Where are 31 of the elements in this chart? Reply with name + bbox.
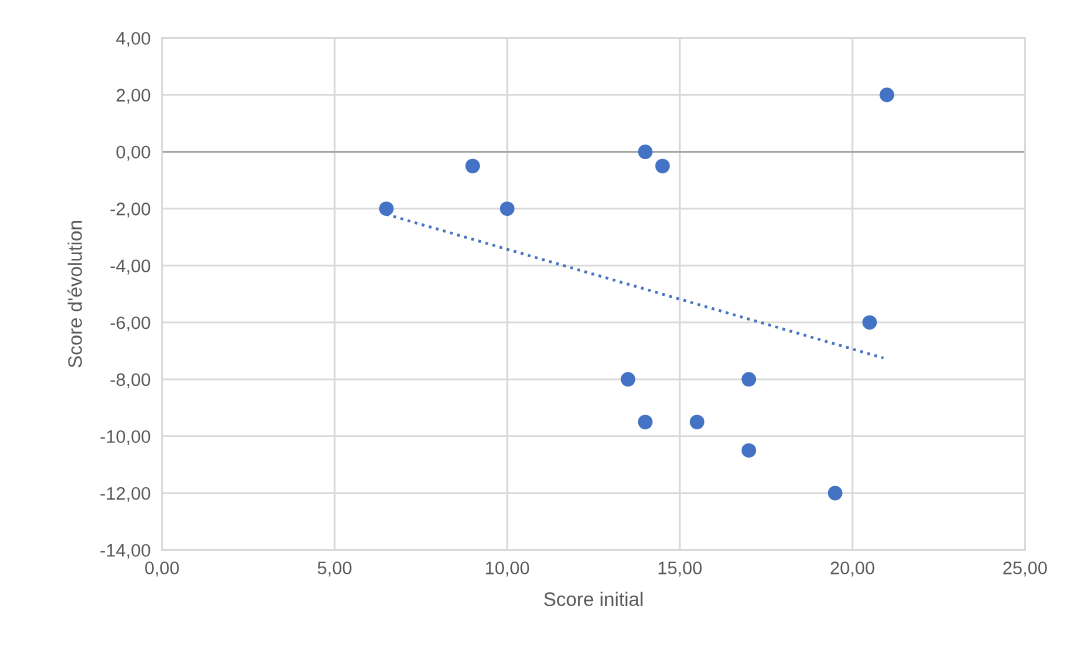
x-tick-label: 20,00 [830, 561, 875, 577]
point [879, 87, 895, 103]
y-tick-label: -8,00 [110, 373, 151, 389]
point [862, 315, 877, 330]
point [499, 201, 515, 216]
y-tick-label: -14,00 [100, 543, 151, 559]
point [741, 372, 757, 387]
y-tick-label: 2,00 [116, 88, 151, 104]
x-tick-label: 5,00 [317, 561, 352, 577]
point [465, 158, 480, 174]
point [689, 414, 705, 430]
y-tick-label: 4,00 [116, 31, 151, 47]
point [638, 414, 653, 430]
y-tick-label: -10,00 [100, 430, 151, 446]
point [620, 372, 636, 387]
point [741, 443, 757, 458]
x-tick-label: 25,00 [1003, 561, 1047, 577]
y-tick-label: -2,00 [110, 202, 151, 218]
x-tick-label: 15,00 [658, 561, 702, 577]
point [827, 485, 843, 501]
point [379, 201, 394, 216]
y-tick-label: -4,00 [110, 259, 151, 275]
x-tick-label: 10,00 [485, 561, 530, 577]
point [655, 158, 670, 174]
point [638, 144, 653, 160]
x-tick-label: 0,00 [145, 561, 179, 577]
y-axis-title: Score d'évolution [67, 220, 82, 368]
y-tick-label: -12,00 [100, 487, 151, 502]
y-tick-label: 0,00 [116, 145, 151, 161]
y-tick-label: -6,00 [110, 316, 151, 332]
x-axis-title: Score initial [544, 591, 643, 607]
